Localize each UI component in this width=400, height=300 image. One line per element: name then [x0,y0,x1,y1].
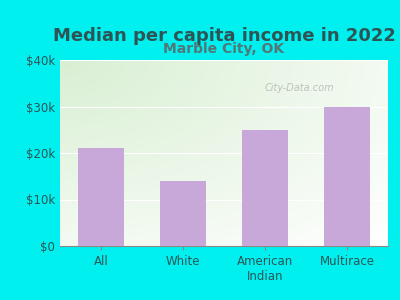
Bar [324,106,370,246]
Text: Marble City, OK: Marble City, OK [164,42,284,56]
Bar [160,181,206,246]
Bar [78,148,124,246]
Text: City-Data.com: City-Data.com [265,83,334,93]
Bar [242,130,288,246]
Title: Median per capita income in 2022: Median per capita income in 2022 [52,27,396,45]
